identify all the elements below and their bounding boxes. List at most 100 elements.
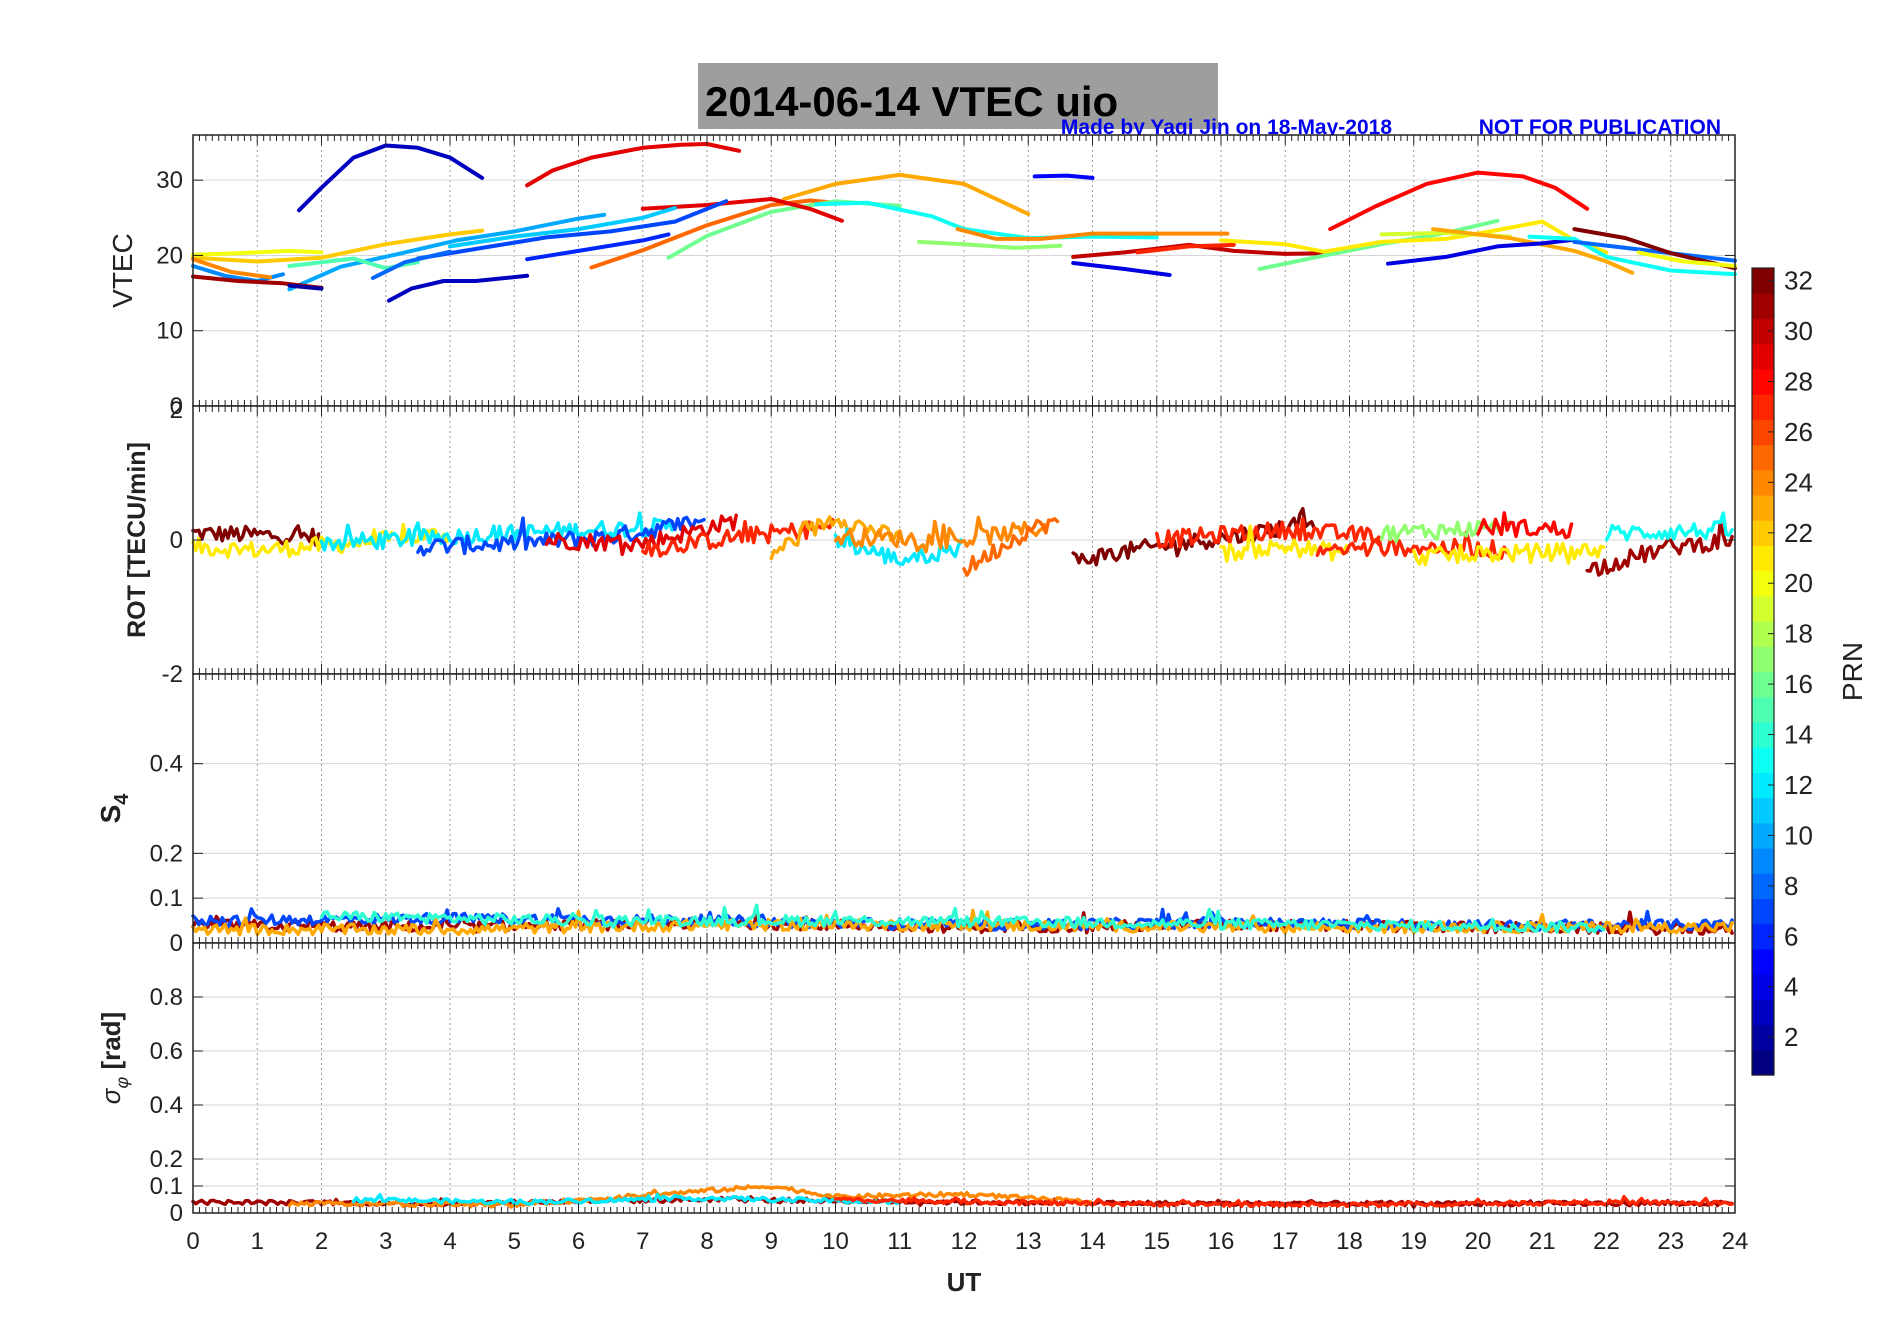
y-axis-label: ROT [TECU/min]	[123, 442, 151, 638]
x-tick-label: 14	[1079, 1228, 1106, 1255]
series-line-prn-27	[833, 1194, 1734, 1209]
series-line-prn-21	[1412, 541, 1606, 567]
colorbar-tick-label: 28	[1784, 366, 1813, 396]
y-tick-label: 0	[170, 393, 183, 420]
colorbar-tick-label: 12	[1784, 770, 1813, 800]
y-tick-label: 30	[156, 167, 183, 194]
x-tick-label: 6	[572, 1228, 585, 1255]
x-tick-label: 3	[379, 1228, 392, 1255]
series-line-prn-3	[297, 143, 485, 213]
y-tick-label: 0.2	[150, 1146, 183, 1173]
colorbar-cell	[1752, 469, 1774, 496]
x-tick-label: 24	[1722, 1228, 1749, 1255]
panel-sigma_phi: 00.10.20.40.60.8σφ [rad]0 1 2 3 4 5 6 7 8 9 10 11 12…	[96, 942, 1749, 1297]
colorbar-cell	[1752, 621, 1774, 647]
colorbar-cell	[1752, 999, 1774, 1026]
colorbar-label: PRN	[1837, 642, 1868, 701]
colorbar-cell	[1752, 520, 1774, 547]
title-box	[698, 63, 1218, 129]
colorbar-tick-label: 16	[1784, 669, 1813, 699]
series-line-prn-32	[1572, 227, 1737, 271]
x-tick-label: 20	[1465, 1228, 1492, 1255]
y-tick-label: 2	[170, 397, 183, 424]
x-tick-label: 13	[1015, 1228, 1042, 1255]
series-line-prn-25	[589, 198, 838, 270]
panel-vtec: 0 10 20 30 VTEC	[107, 134, 1737, 420]
y-tick-label: 0.2	[150, 840, 183, 867]
colorbar-cell	[1752, 343, 1774, 370]
series-line-prn-27	[1155, 517, 1381, 549]
colorbar-cell	[1752, 898, 1774, 925]
colorbar-cell	[1752, 696, 1774, 723]
series-line-prn-6	[525, 232, 671, 262]
colorbar-cell	[1752, 368, 1774, 395]
colorbar-cell	[1752, 974, 1774, 1000]
colorbar-cell	[1752, 923, 1774, 950]
colorbar-cell	[1752, 1024, 1774, 1051]
series-line-prn-23	[782, 172, 1031, 216]
colorbar-cell	[1752, 873, 1774, 900]
series-line-prn-20	[1636, 250, 1737, 268]
colorbar-cell	[1752, 268, 1774, 294]
y-tick-label: 0.1	[150, 1173, 183, 1200]
colorbar-tick-label: 14	[1784, 720, 1813, 750]
x-tick-label: 18	[1336, 1228, 1363, 1255]
series-line-prn-24	[191, 257, 273, 280]
series-line-prn-8	[370, 249, 452, 280]
series-line-prn-12	[351, 1192, 899, 1206]
x-tick-label: 11	[887, 1228, 912, 1255]
x-tick-label: 21	[1529, 1228, 1556, 1255]
colorbar-tick-label: 10	[1784, 820, 1813, 850]
colorbar-tick-label: 18	[1784, 619, 1813, 649]
figure-title: 2014-06-14 VTEC uio	[705, 78, 1118, 125]
x-tick-label: 10	[822, 1228, 849, 1255]
colorbar-tick-label: 8	[1784, 871, 1798, 901]
series-line-prn-4	[1071, 261, 1172, 277]
colorbar-tick-label: 22	[1784, 518, 1813, 548]
x-tick-label: 22	[1593, 1228, 1620, 1255]
colorbar-cell	[1752, 1049, 1774, 1076]
series-line-prn-3	[387, 273, 530, 303]
x-axis-label: UT	[947, 1267, 982, 1297]
series-line-prn-5	[1032, 173, 1095, 180]
y-tick-label: 0.1	[150, 885, 183, 912]
panel-rot: -2 0 2 ROT [TECU/min]	[123, 397, 1736, 688]
colorbar-cell	[1752, 419, 1774, 446]
y-tick-label: -2	[162, 661, 183, 688]
colorbar-tick-label: 6	[1784, 921, 1798, 951]
y-tick-label: 20	[156, 242, 183, 269]
colorbar-cell	[1752, 772, 1774, 799]
colorbar-cell	[1752, 797, 1774, 824]
x-tick-label: 1	[251, 1228, 264, 1255]
colorbar-cell	[1752, 822, 1774, 849]
x-tick-label: 9	[765, 1228, 778, 1255]
series-group-s4	[191, 903, 1734, 937]
x-tick-label: 2	[315, 1228, 328, 1255]
series-line-prn-31	[1585, 519, 1734, 577]
series-group-rot	[191, 506, 1734, 577]
series-line-prn-10	[287, 212, 607, 292]
y-tick-label: 0.8	[150, 984, 183, 1011]
x-tick-label: 19	[1400, 1228, 1427, 1255]
colorbar-cell	[1752, 318, 1774, 345]
colorbar-cell	[1752, 545, 1774, 572]
series-line-prn-21	[191, 522, 449, 559]
series-line-prn-7	[415, 199, 729, 261]
colorbar-cell	[1752, 948, 1774, 975]
x-tick-label: 8	[700, 1228, 713, 1255]
x-tick-label: 0	[186, 1228, 199, 1255]
series-line-prn-4	[1386, 237, 1577, 266]
colorbar-border	[1751, 267, 1775, 1076]
x-tick-label: 17	[1272, 1228, 1299, 1255]
colorbar-tick-label: 20	[1784, 568, 1813, 598]
series-line-prn-21	[1219, 219, 1609, 255]
colorbar-cell	[1752, 848, 1774, 874]
series-line-prn-11	[448, 206, 677, 249]
colorbar-tick-label: 30	[1784, 316, 1813, 346]
y-tick-label: 0.6	[150, 1038, 183, 1065]
series-line-prn-13	[1604, 511, 1734, 542]
y-tick-label: 0	[170, 527, 183, 554]
colorbar-tick-label: 26	[1784, 417, 1813, 447]
series-line-prn-23	[1431, 227, 1635, 275]
